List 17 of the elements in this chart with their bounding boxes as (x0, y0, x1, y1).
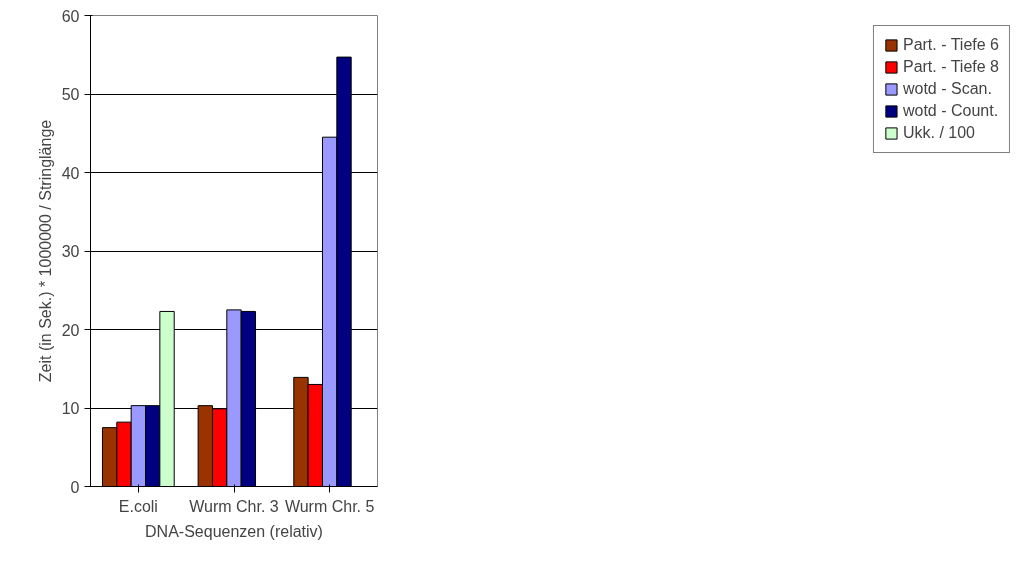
legend-label: Part. - Tiefe 8 (902, 58, 999, 76)
x-tick-label: E.coli (118, 497, 158, 515)
y-tick-label: 40 (61, 164, 80, 182)
legend-label: Ukk. / 100 (902, 124, 975, 142)
y-tick-label: 50 (61, 86, 80, 103)
x-axis-title: DNA-Sequenzen (relativ) (145, 522, 323, 540)
y-tick-label: 0 (70, 478, 80, 496)
legend-label: wotd - Scan. (902, 80, 992, 98)
y-axis-title: Zeit (in Sek.) * 1000000 / Stringlänge (36, 119, 54, 383)
y-tick-label: 10 (61, 400, 80, 417)
x-tick-label: Wurm Chr. 5 (284, 497, 375, 515)
y-tick-label: 30 (61, 243, 80, 260)
legend-label: wotd - Count. (902, 102, 999, 120)
y-tick-label: 20 (61, 321, 80, 339)
y-tick-label: 60 (61, 7, 80, 25)
legend-label: Part. - Tiefe 6 (902, 36, 999, 54)
x-tick-label: Wurm Chr. 3 (189, 497, 279, 515)
